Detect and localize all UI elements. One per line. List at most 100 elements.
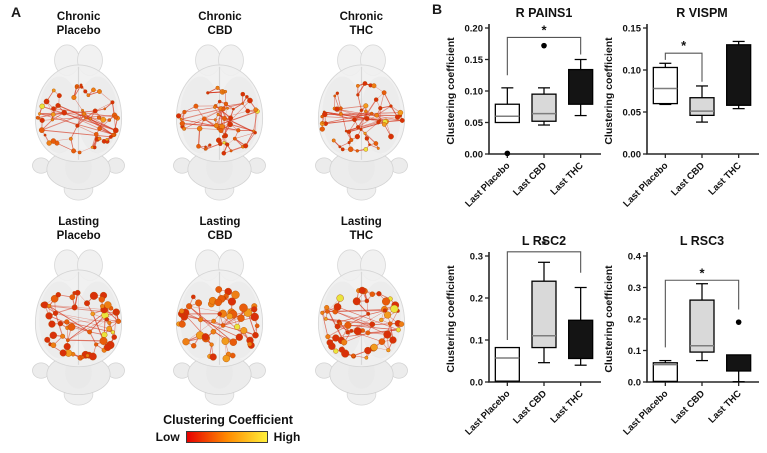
brain-label-line: CBD [207,25,233,38]
box-last-cbd [531,261,557,364]
brain-label-chronic-placebo: Chronic Placebo [57,10,101,40]
y-tick-label: 0.2 [628,314,641,325]
box-last-thc [726,40,752,110]
x-tick-label: Last THC [549,388,586,425]
boxplot-r-vispm: R VISPM Clustering coefficient 0.00 0.05 0.1… [603,6,759,210]
y-tick-label: 0.10 [623,65,642,76]
box-last-thc [568,286,594,366]
box-last-cbd [689,85,715,123]
brain-cell-lasting-thc: Lasting THC [304,215,419,408]
plot-title: L RSC2 [522,234,566,248]
y-tick-label: 0.0 [470,377,483,388]
x-tick-label: Last THC [707,160,744,197]
y-tick-label: 0.1 [628,346,642,357]
significance-star: * [699,265,705,280]
network-nodes [176,85,261,156]
y-tick-label: 0.05 [465,118,484,129]
brain-cell-chronic-cbd: Chronic CBD [162,10,277,203]
significance-bracket [506,251,582,340]
x-tick-label: Last Placebo [463,160,512,209]
legend-bar-row: Low High [133,430,323,444]
x-tick-label: Last CBD [669,160,707,198]
brain-cell-chronic-placebo: Chronic Placebo [21,10,136,203]
panel-a-label: A [11,4,22,20]
y-tick-label: 0.0 [628,377,641,388]
legend-title: Clustering Coefficient [163,413,293,427]
y-tick-label: 0.20 [465,23,484,34]
significance-star: * [681,38,687,53]
brain-label-line: THC [349,230,374,243]
box-last-cbd [689,283,715,362]
legend-high-label: High [273,430,301,444]
y-tick-label: 0.15 [465,55,484,66]
brain-network-grid: Chronic Placebo Chronic CBD Chronic THC Lastin… [8,10,432,408]
box-last-placebo [652,359,678,383]
x-tick-label: Last CBD [511,160,549,198]
y-tick-label: 0.3 [628,283,641,294]
brain-label-line: Placebo [56,230,101,243]
significance-bracket [664,279,740,348]
brain-label-line: Chronic [56,11,101,23]
outlier-point [735,319,742,325]
network-nodes [176,286,260,363]
plot-title: R PAINS1 [516,6,573,20]
significance-star: * [541,22,547,37]
brain-label-lasting-placebo: Lasting Placebo [57,215,101,245]
brain-label-line: Lasting [340,216,382,228]
network-nodes [35,83,121,155]
y-tick-label: 0.00 [623,149,642,160]
brain-label-line: Chronic [339,11,384,23]
significance-bracket [506,36,582,76]
x-tick-label: Last Placebo [621,160,670,209]
box-last-thc [726,319,752,383]
network-nodes [319,81,405,153]
plot-cell-r-vispm: R VISPM Clustering coefficient 0.00 0.05 0.1… [601,2,763,229]
brain-anatomy [173,249,267,406]
brain-network-lasting-placebo [32,249,126,406]
plot-title: L RSC3 [680,234,724,248]
brain-anatomy [173,44,267,201]
plot-cell-r-pains1: R PAINS1 Clustering coefficient 0.00 0.05 0.… [443,2,605,229]
boxplot-l-rsc3: L RSC3 Clustering coefficient 0.0 0.1 0.2 0.3… [603,234,759,438]
y-tick-label: 0.05 [623,107,642,118]
y-tick-label: 0.2 [470,293,483,304]
box-last-placebo [494,87,520,157]
y-tick-label: 0.15 [623,23,642,34]
brain-label-chronic-thc: Chronic THC [340,10,383,40]
brain-label-line: Placebo [56,25,101,38]
y-tick-label: 0.4 [628,251,642,262]
brain-cell-chronic-thc: Chronic THC [304,10,419,203]
x-tick-label: Last THC [707,388,744,425]
significance-bracket [664,52,703,82]
brain-label-line: Lasting [199,216,241,228]
x-tick-label: Last CBD [511,388,549,426]
brain-label-lasting-cbd: Lasting CBD [200,215,241,245]
brain-anatomy [314,249,408,406]
box-last-placebo [494,346,520,382]
panel-b-label: B [432,1,443,17]
y-tick-label: 0.1 [470,335,484,346]
brain-cell-lasting-cbd: Lasting CBD [162,215,277,408]
y-axis-label: Clustering coefficient [445,265,457,373]
box-last-thc [568,58,594,117]
brain-network-chronic-placebo [32,44,126,201]
brain-label-chronic-cbd: Chronic CBD [198,10,241,40]
brain-cell-lasting-placebo: Lasting Placebo [21,215,136,408]
brain-label-line: THC [349,25,374,38]
brain-label-line: Chronic [198,11,242,23]
brain-network-chronic-thc [314,44,408,201]
y-axis-label: Clustering coefficient [603,265,615,373]
boxplot-l-rsc2: L RSC2 Clustering coefficient 0.0 0.1 0.2 0.3… [445,234,601,438]
legend-low-label: Low [155,430,180,444]
brain-label-lasting-thc: Lasting THC [341,215,382,245]
significance-star: * [541,237,547,252]
y-tick-label: 0.10 [465,86,484,97]
y-axis-label: Clustering coefficient [445,37,457,145]
x-tick-label: Last THC [549,160,586,197]
